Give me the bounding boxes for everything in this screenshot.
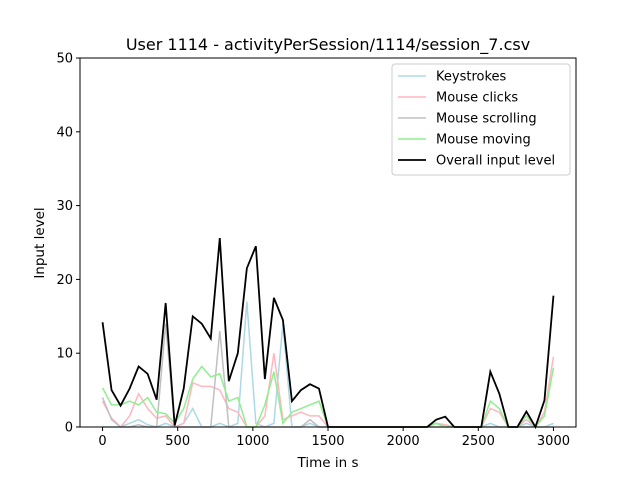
y-tick-label: 40 bbox=[56, 125, 73, 140]
y-tick-label: 0 bbox=[65, 421, 73, 436]
y-tick-label: 30 bbox=[56, 199, 73, 214]
legend-entry: Overall input level bbox=[436, 154, 555, 169]
x-tick-label: 3000 bbox=[537, 434, 570, 449]
legend-entry: Keystrokes bbox=[436, 70, 507, 85]
x-tick-label: 2000 bbox=[387, 434, 420, 449]
y-tick-label: 10 bbox=[56, 347, 73, 362]
legend-entry: Mouse clicks bbox=[436, 91, 518, 106]
y-axis-label: Input level bbox=[32, 207, 48, 278]
chart-title: User 1114 - activityPerSession/1114/sess… bbox=[126, 35, 530, 55]
x-axis-label: Time in s bbox=[297, 455, 359, 471]
y-tick-label: 50 bbox=[56, 52, 73, 67]
legend-entry: Mouse moving bbox=[436, 133, 531, 148]
legend: Keystrokes Mouse clicks Mouse scrolling Mou… bbox=[391, 63, 571, 176]
y-tick-label: 20 bbox=[56, 273, 73, 288]
legend-entry: Mouse scrolling bbox=[436, 112, 537, 127]
x-tick-label: 0 bbox=[98, 434, 106, 449]
x-tick-label: 1000 bbox=[236, 434, 269, 449]
plot-area: 0 500 1000 1500 2000 2500 3000 0 10 20 30 40 50 bbox=[56, 52, 577, 449]
x-tick-label: 500 bbox=[165, 434, 190, 449]
legend-box bbox=[391, 63, 571, 176]
x-tick-label: 2500 bbox=[462, 434, 495, 449]
x-tick-label: 1500 bbox=[311, 434, 344, 449]
